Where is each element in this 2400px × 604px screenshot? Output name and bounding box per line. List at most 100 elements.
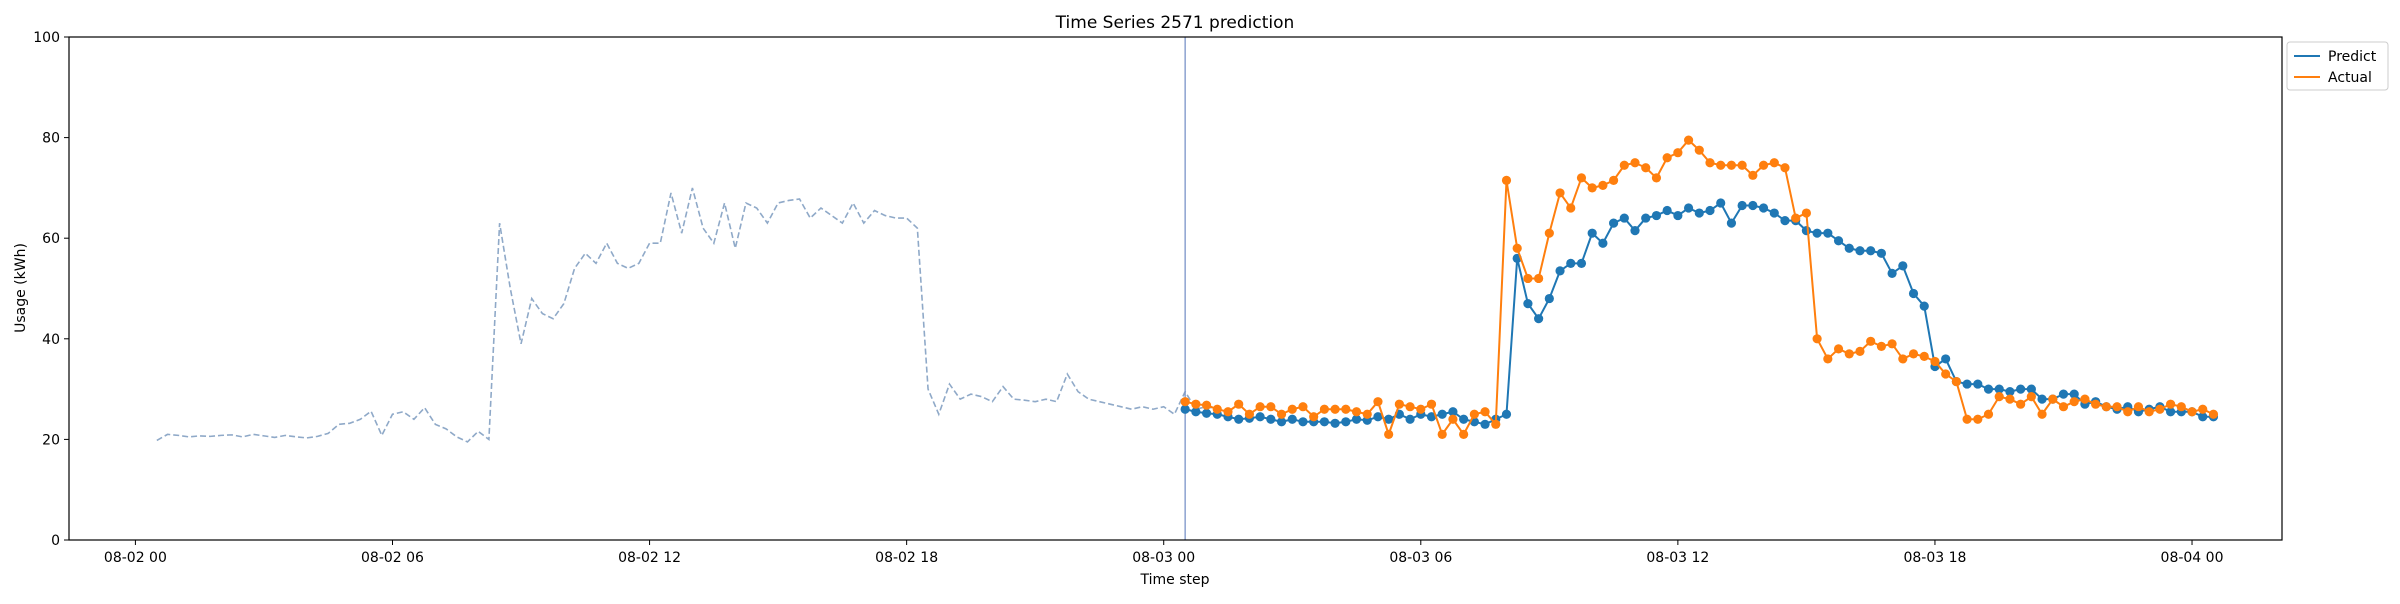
actual-point — [1983, 409, 1994, 419]
predict-point — [2166, 407, 2176, 417]
actual-point — [2112, 402, 2122, 412]
predict-point — [1276, 417, 1287, 427]
actual-point — [1941, 369, 1951, 379]
predict-point — [1994, 384, 2004, 394]
actual-point — [2155, 404, 2165, 414]
actual-point — [1683, 135, 1694, 145]
predict-point — [1758, 203, 1769, 213]
predict-point — [1566, 258, 1576, 268]
actual-point — [1855, 346, 1865, 356]
actual-point — [2091, 399, 2101, 409]
predict-point — [1384, 414, 1394, 424]
predict-point — [1373, 412, 1383, 422]
x-tick-label: 08-03 06 — [1389, 550, 1452, 566]
actual-point — [1298, 402, 1308, 412]
predict-point — [1962, 379, 1972, 389]
actual-point — [1501, 175, 1512, 185]
history-line — [156, 187, 1218, 443]
actual-point — [2101, 402, 2111, 412]
actual-point — [1833, 344, 1844, 354]
predict-point — [1341, 417, 1351, 427]
actual-point — [1255, 402, 1265, 412]
y-axis-label: Usage (kWh) — [13, 243, 29, 333]
actual-point — [1555, 188, 1565, 198]
actual-point — [2026, 392, 2036, 402]
predict-point — [1609, 218, 1619, 228]
actual-point — [1266, 402, 1276, 412]
predict-point — [1576, 258, 1587, 268]
actual-point — [1908, 349, 1919, 359]
actual-point — [1887, 339, 1897, 349]
actual-point — [1416, 404, 1426, 414]
actual-point — [1780, 163, 1790, 173]
actual-point — [1523, 273, 1533, 284]
predict-point — [1191, 407, 1201, 417]
predict-point — [1651, 210, 1662, 221]
predict-point — [1866, 246, 1876, 256]
predict-point — [2037, 394, 2047, 404]
actual-point — [1276, 409, 1287, 419]
predict-point — [2198, 412, 2208, 422]
actual-point — [1898, 354, 1908, 364]
predict-point — [1898, 261, 1908, 271]
actual-point — [1716, 160, 1726, 170]
actual-point — [1384, 429, 1394, 439]
predict-point — [2069, 389, 2079, 399]
actual-point — [2016, 399, 2026, 409]
actual-point — [1791, 213, 1801, 223]
predict-point — [2026, 384, 2036, 394]
predict-point — [1801, 226, 1812, 236]
predict-point — [1780, 215, 1790, 226]
actual-point — [2058, 402, 2069, 412]
actual-point — [1234, 399, 1244, 409]
predict-point — [1266, 414, 1276, 424]
actual-point — [1951, 376, 1961, 387]
actual-point — [1566, 203, 1576, 213]
y-tick-label: 100 — [33, 30, 60, 46]
actual-point — [1876, 341, 1886, 351]
actual-point — [1576, 173, 1587, 183]
actual-point — [1405, 402, 1415, 412]
predict-point — [2016, 384, 2026, 394]
predict-point — [1833, 236, 1844, 246]
plot-area-frame — [68, 36, 2283, 541]
y-tick-label: 20 — [42, 432, 60, 448]
predict-point — [1716, 198, 1726, 208]
actual-point — [1309, 412, 1319, 422]
actual-point — [1469, 409, 1479, 419]
predict-point — [1748, 200, 1758, 211]
x-tick-label: 08-03 00 — [1132, 550, 1195, 566]
predict-point — [2058, 389, 2069, 399]
actual-point — [1737, 160, 1747, 170]
actual-point — [2005, 394, 2015, 404]
actual-point — [1662, 153, 1672, 163]
actual-point — [1448, 414, 1458, 424]
predict-point — [1844, 243, 1854, 253]
actual-point — [2048, 394, 2058, 404]
actual-point — [1587, 183, 1597, 193]
predict-point — [1437, 409, 1447, 419]
predict-point — [1448, 407, 1458, 417]
actual-point — [1544, 228, 1554, 238]
actual-point — [1812, 334, 1822, 344]
predict-point — [1201, 408, 1212, 418]
actual-point — [1630, 158, 1640, 168]
predict-point — [1619, 213, 1629, 223]
predict-point — [1705, 205, 1715, 216]
predict-point — [1555, 266, 1565, 276]
actual-point — [2080, 394, 2090, 404]
predict-point — [1426, 412, 1437, 422]
predict-point — [1694, 208, 1704, 218]
actual-point — [1726, 160, 1737, 170]
actual-point — [1619, 160, 1629, 170]
x-tick-label: 08-03 12 — [1646, 550, 1709, 566]
actual-point — [1641, 163, 1651, 173]
actual-point — [1598, 180, 1608, 190]
predict-point — [1726, 218, 1737, 228]
actual-point — [1748, 170, 1758, 180]
actual-point — [1319, 404, 1329, 414]
predict-point — [1405, 414, 1415, 424]
predict-point — [1823, 228, 1833, 238]
predict-point — [1855, 246, 1865, 256]
